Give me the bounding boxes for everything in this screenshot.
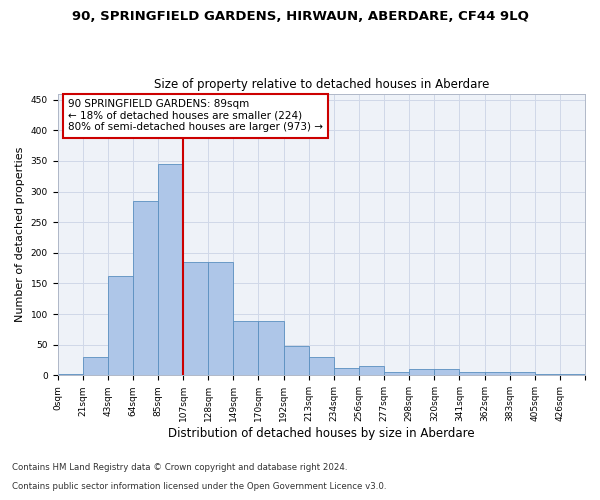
Bar xyxy=(259,322,284,376)
Bar xyxy=(108,276,133,376)
Bar xyxy=(359,366,384,376)
Text: Contains public sector information licensed under the Open Government Licence v3: Contains public sector information licen… xyxy=(12,482,386,491)
Bar xyxy=(460,372,485,376)
X-axis label: Distribution of detached houses by size in Aberdare: Distribution of detached houses by size … xyxy=(168,427,475,440)
Bar xyxy=(83,357,108,376)
Bar xyxy=(535,374,560,376)
Y-axis label: Number of detached properties: Number of detached properties xyxy=(15,147,25,322)
Bar xyxy=(133,202,158,376)
Bar xyxy=(233,322,259,376)
Text: 90, SPRINGFIELD GARDENS, HIRWAUN, ABERDARE, CF44 9LQ: 90, SPRINGFIELD GARDENS, HIRWAUN, ABERDA… xyxy=(71,10,529,23)
Bar xyxy=(58,374,83,376)
Bar xyxy=(208,262,233,376)
Bar xyxy=(284,346,309,376)
Text: 90 SPRINGFIELD GARDENS: 89sqm
← 18% of detached houses are smaller (224)
80% of : 90 SPRINGFIELD GARDENS: 89sqm ← 18% of d… xyxy=(68,99,323,132)
Text: Contains HM Land Registry data © Crown copyright and database right 2024.: Contains HM Land Registry data © Crown c… xyxy=(12,464,347,472)
Bar xyxy=(334,368,359,376)
Bar xyxy=(309,357,334,376)
Bar xyxy=(158,164,183,376)
Bar xyxy=(485,372,509,376)
Bar xyxy=(560,374,585,376)
Bar xyxy=(434,369,460,376)
Bar xyxy=(409,369,434,376)
Bar xyxy=(384,372,409,376)
Bar xyxy=(509,372,535,376)
Title: Size of property relative to detached houses in Aberdare: Size of property relative to detached ho… xyxy=(154,78,489,91)
Bar xyxy=(183,262,208,376)
